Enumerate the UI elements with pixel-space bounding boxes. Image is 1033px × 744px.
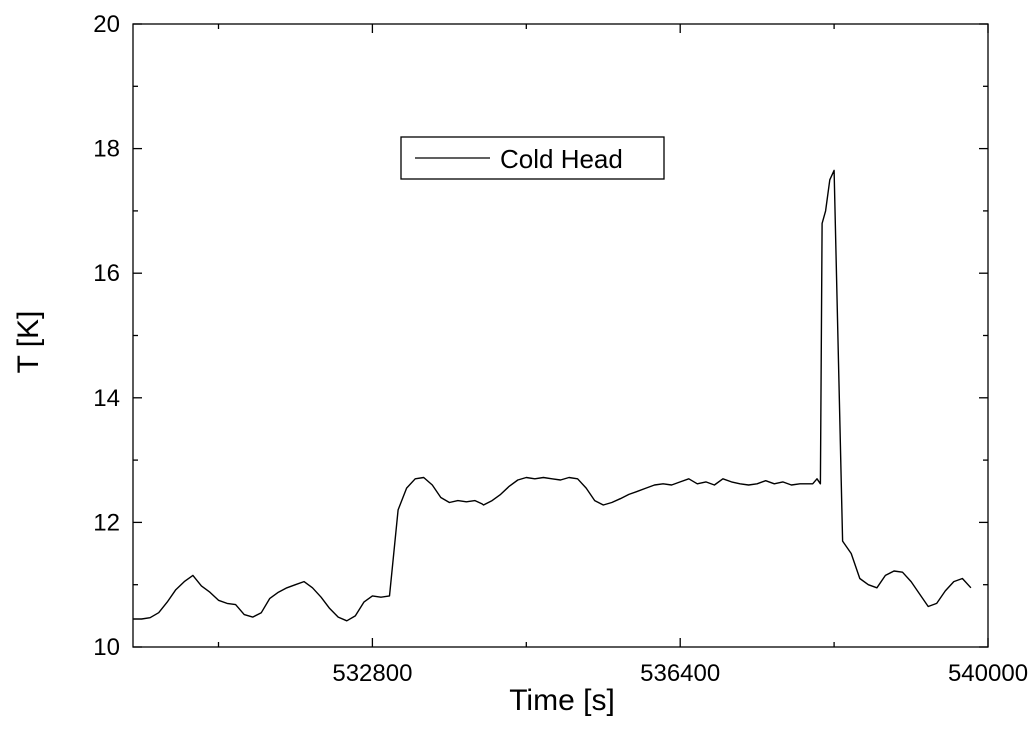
y-tick-label: 10 [93, 634, 120, 661]
x-tick-label: 540000 [948, 660, 1028, 687]
x-tick-label: 532800 [332, 660, 412, 687]
y-tick-label: 14 [93, 385, 120, 412]
y-tick-label: 16 [93, 260, 120, 287]
legend: Cold Head [400, 136, 665, 180]
x-tick-label: 536400 [640, 660, 720, 687]
y-tick-label: 18 [93, 136, 120, 163]
y-tick-label: 12 [93, 509, 120, 536]
axes: 10 12 14 16 18 20 532800 536400 540000 [93, 11, 1028, 687]
legend-label-cold-head: Cold Head [500, 144, 623, 174]
series-line-cold-head [133, 169, 972, 622]
plot-frame [132, 23, 989, 648]
y-tick-label: 20 [93, 11, 120, 38]
series-group [133, 169, 972, 622]
y-axis-title: T [K] [12, 311, 45, 374]
x-axis-title: Time [s] [509, 684, 615, 717]
